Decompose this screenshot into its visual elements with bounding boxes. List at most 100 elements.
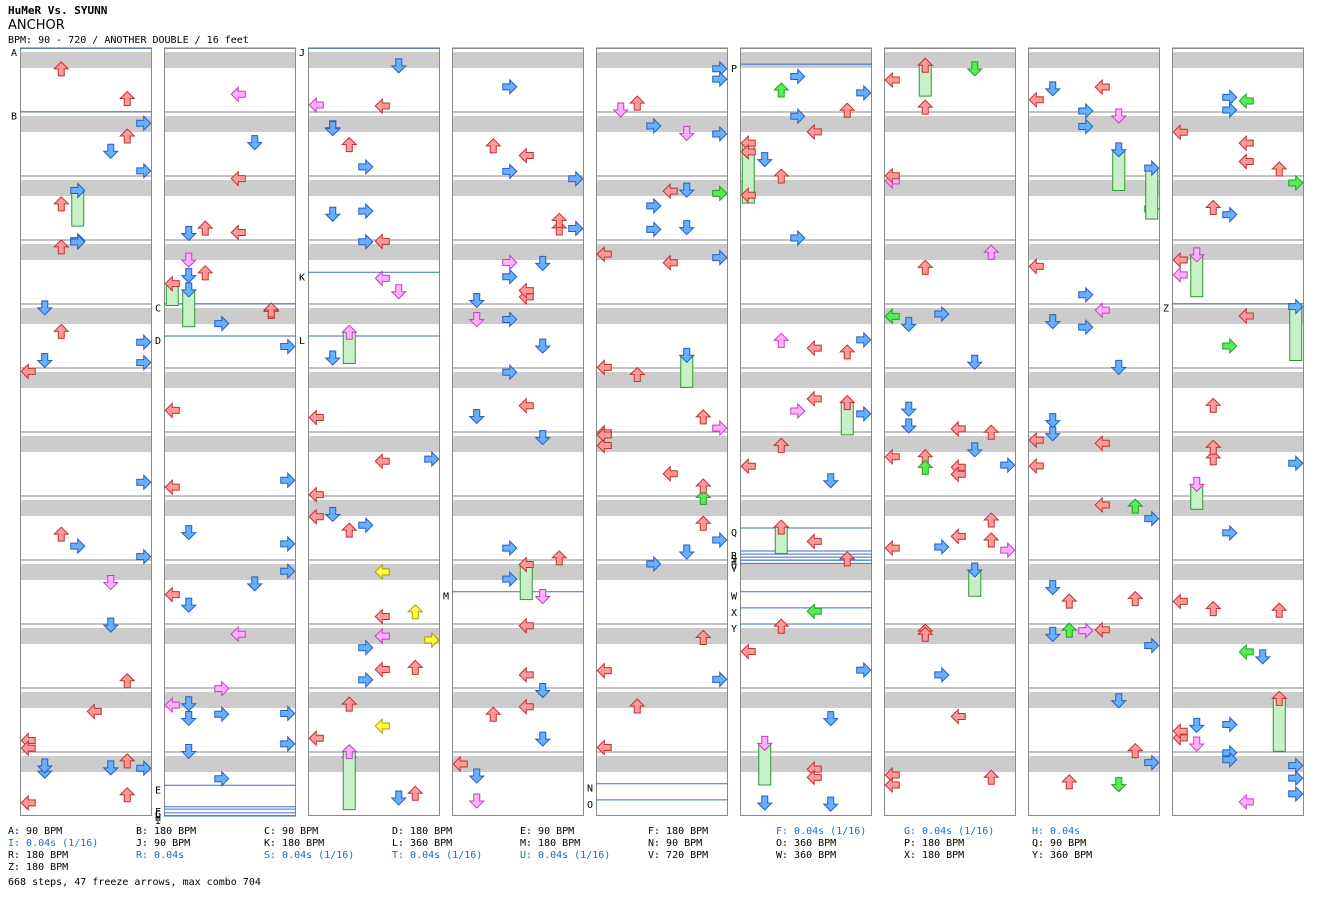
beat-stripe [1172, 628, 1304, 644]
step-arrow [822, 796, 839, 812]
step-arrow [1061, 593, 1078, 609]
legend-item: L: 360 BPM [392, 838, 453, 849]
beat-stripe [452, 244, 584, 260]
step-arrow [596, 426, 612, 444]
step-arrow [695, 478, 712, 494]
step-arrow [390, 284, 407, 300]
step-arrow [884, 776, 900, 794]
step-arrow [518, 147, 534, 164]
beat-stripe [740, 628, 872, 644]
step-arrow [358, 517, 374, 534]
step-arrow [324, 206, 341, 222]
beat-stripe [740, 564, 872, 580]
step-arrow [1288, 769, 1304, 787]
step-arrow [1238, 793, 1254, 811]
step-arrow [1188, 247, 1205, 263]
bpm-marker-B: B [11, 112, 17, 123]
step-arrow [36, 758, 53, 774]
step-arrow [629, 698, 646, 714]
step-arrow [102, 617, 119, 633]
beat-stripe [308, 308, 440, 324]
beat-stripe [740, 244, 872, 260]
step-arrow [53, 323, 70, 339]
bpm-marker-D: D [155, 336, 161, 347]
bpm-marker-U: U [731, 560, 737, 571]
beat-stripe [596, 436, 728, 452]
step-arrow [856, 661, 872, 679]
step-arrow [806, 769, 822, 786]
step-arrow [740, 458, 756, 475]
step-arrow [164, 586, 180, 603]
beat-stripe [596, 692, 728, 708]
step-arrow [468, 768, 485, 784]
step-arrow [358, 639, 374, 656]
step-arrow [263, 302, 280, 318]
step-arrow [468, 409, 485, 425]
step-arrow [917, 259, 934, 275]
step-arrow [1222, 524, 1238, 542]
step-arrow [966, 61, 983, 77]
beat-stripe [20, 500, 152, 516]
beat-stripe [596, 308, 728, 324]
step-arrow [534, 338, 551, 354]
step-arrow [1222, 206, 1238, 223]
step-arrow [966, 442, 983, 458]
step-arrow [740, 187, 756, 204]
step-arrow [1061, 774, 1078, 790]
beat-stripe [740, 692, 872, 708]
legend-item: W: 360 BPM [776, 850, 837, 861]
beat-stripe [164, 308, 296, 324]
beat-stripe [740, 436, 872, 452]
legend-item: A: 90 BPM [8, 826, 63, 837]
beat-stripe [164, 756, 296, 772]
step-arrow [53, 61, 70, 77]
bpm-marker-R: R [731, 551, 738, 562]
beat-stripe [884, 180, 1016, 196]
step-arrow [214, 770, 230, 787]
bpm-marker-V: V [731, 563, 737, 574]
beat-stripe [1028, 692, 1160, 708]
beat-stripe [308, 628, 440, 644]
step-arrow [1110, 359, 1127, 376]
step-arrow [214, 680, 230, 697]
step-arrow [36, 300, 53, 316]
beat-stripe [1028, 756, 1160, 772]
step-arrow [102, 575, 119, 591]
step-arrow [934, 666, 950, 684]
step-arrow [374, 608, 390, 625]
step-arrow [341, 522, 358, 538]
step-arrow [856, 331, 872, 349]
bpm-marker-F: F [155, 807, 161, 818]
step-arrow [1222, 89, 1238, 106]
step-arrow [1000, 456, 1016, 474]
step-arrow [1044, 413, 1061, 429]
step-arrow [950, 528, 966, 545]
step-arrow [308, 508, 324, 525]
step-arrow [197, 265, 214, 281]
beat-stripe [740, 500, 872, 516]
step-arrow [568, 170, 584, 188]
bpm-marker-L: L [299, 336, 305, 347]
beat-stripe [1172, 564, 1304, 580]
step-arrow [900, 316, 917, 333]
step-arrow [662, 182, 678, 200]
step-arrow [1094, 435, 1110, 452]
step-arrow [695, 409, 712, 425]
beat-stripe [1172, 692, 1304, 708]
step-arrow [1144, 159, 1160, 177]
step-arrow [180, 743, 197, 760]
step-arrow [374, 453, 390, 470]
legend-item: P: 180 BPM [904, 838, 965, 849]
step-arrow [1238, 153, 1254, 170]
step-arrow [324, 350, 341, 366]
step-arrow [324, 506, 341, 523]
step-arrow [983, 424, 1000, 440]
bpm-marker-I: I [155, 816, 161, 827]
step-arrow [756, 735, 773, 752]
step-arrow [1172, 266, 1188, 284]
step-arrow [534, 683, 551, 699]
step-arrow [806, 339, 822, 357]
step-arrow [790, 229, 806, 247]
legend-item: I: 0.04s (1/16) [8, 838, 99, 849]
